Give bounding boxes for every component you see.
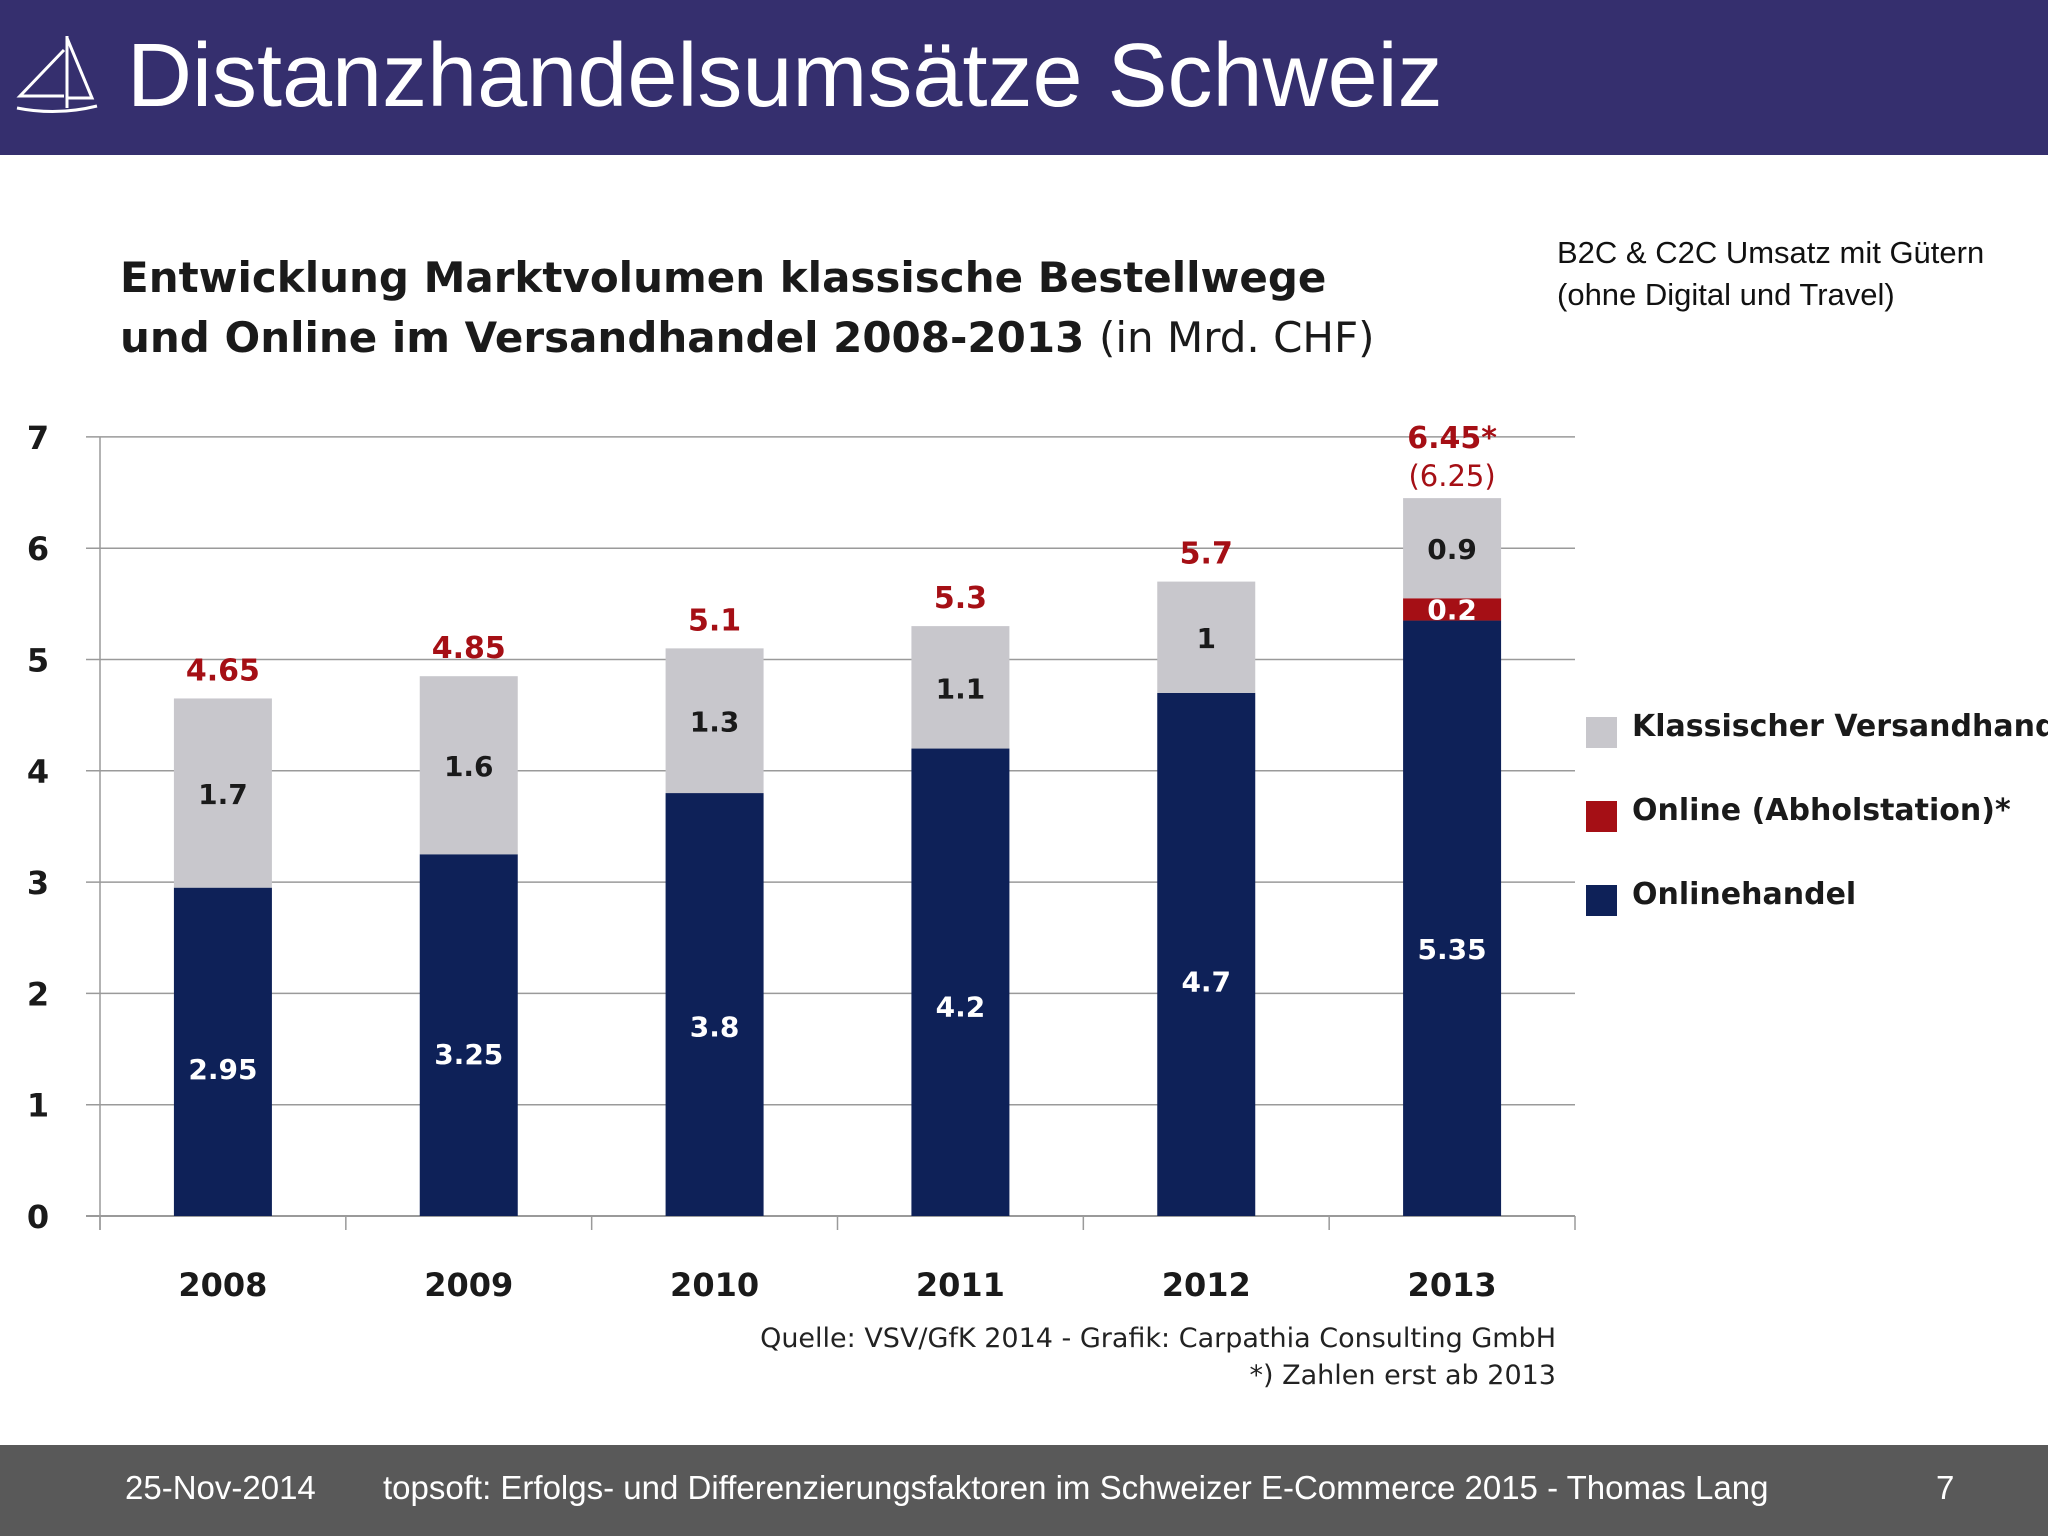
data-label: 1.3 xyxy=(690,706,740,739)
total-label: 4.85 xyxy=(432,631,506,666)
legend-swatch-klassisch xyxy=(1586,717,1617,748)
bar-segment xyxy=(665,648,764,794)
bar-segment xyxy=(1403,598,1502,621)
total-label: 5.7 xyxy=(1180,537,1233,572)
source-line-1: Quelle: VSV/GfK 2014 - Grafik: Carpathia… xyxy=(760,1323,1556,1354)
y-tick-label: 5 xyxy=(27,642,49,680)
scope-note-line-1: B2C & C2C Umsatz mit Gütern xyxy=(1557,235,1985,270)
x-category-label: 2011 xyxy=(916,1266,1005,1304)
source-line-2: *) Zahlen erst ab 2013 xyxy=(1249,1360,1556,1391)
data-label: 3.25 xyxy=(434,1038,503,1071)
chart-source: Quelle: VSV/GfK 2014 - Grafik: Carpathia… xyxy=(760,1320,1556,1394)
bar-segment xyxy=(911,748,1010,1216)
x-category-label: 2010 xyxy=(670,1266,759,1304)
total-label: 4.65 xyxy=(186,653,260,688)
y-tick-label: 4 xyxy=(27,753,49,791)
data-label: 0.9 xyxy=(1427,533,1477,566)
y-tick-label: 3 xyxy=(27,864,49,902)
legend-swatch-abholstation xyxy=(1586,801,1617,832)
legend-label-abholstation: Online (Abholstation)* xyxy=(1632,793,2011,828)
bar-segment xyxy=(1403,620,1502,1216)
slide-header: Distanzhandelsumsätze Schweiz xyxy=(0,0,2048,155)
slide-footer: 25-Nov-2014 topsoft: Erfolgs- und Differ… xyxy=(0,1445,2048,1536)
bar-segment xyxy=(1157,692,1256,1216)
footer-text: topsoft: Erfolgs- und Differenzierungsfa… xyxy=(383,1469,1769,1506)
data-label: 1 xyxy=(1197,622,1216,655)
legend-label-klassisch: Klassischer Versandhandel xyxy=(1632,709,2048,744)
bar-segment xyxy=(173,698,272,888)
data-label: 1.1 xyxy=(936,672,986,705)
data-label: 3.8 xyxy=(690,1011,740,1044)
legend-swatch-onlinehandel xyxy=(1586,885,1617,916)
x-category-label: 2012 xyxy=(1162,1266,1251,1304)
x-category-label: 2013 xyxy=(1408,1266,1497,1304)
y-tick-label: 6 xyxy=(27,530,49,568)
data-label: 1.6 xyxy=(444,750,494,783)
data-label: 2.95 xyxy=(188,1053,257,1086)
y-tick-label: 2 xyxy=(27,975,49,1013)
data-label: 5.35 xyxy=(1418,933,1487,966)
total-label: 5.1 xyxy=(688,603,741,638)
bar-segment xyxy=(1403,498,1502,599)
y-tick-label: 7 xyxy=(27,419,49,457)
data-label: 4.7 xyxy=(1181,966,1231,999)
x-category-label: 2009 xyxy=(424,1266,513,1304)
sailboat-logo-icon xyxy=(16,36,98,114)
total-label-secondary: (6.25) xyxy=(1408,459,1495,493)
page-number: 7 xyxy=(1936,1469,1955,1506)
chart-title: Entwicklung Marktvolumen klassische Best… xyxy=(120,248,1375,368)
bar-segment xyxy=(911,626,1010,749)
bar-segment xyxy=(665,793,764,1216)
legend-label-onlinehandel: Onlinehandel xyxy=(1632,877,1857,912)
data-label: 1.7 xyxy=(198,778,248,811)
total-label: 5.3 xyxy=(934,581,987,616)
footer-date: 25-Nov-2014 xyxy=(125,1469,316,1506)
slide-title: Distanzhandelsumsätze Schweiz xyxy=(127,26,1443,126)
bar-segment xyxy=(419,676,518,855)
chart-title-line-1: Entwicklung Marktvolumen klassische Best… xyxy=(120,253,1327,302)
bar-segment xyxy=(419,854,518,1216)
scope-note-line-2: (ohne Digital und Travel) xyxy=(1557,277,1895,312)
scope-note: B2C & C2C Umsatz mit Gütern (ohne Digita… xyxy=(1557,232,1984,316)
stacked-bar-chart: 0 1 2 3 4 5 6 7 2.95 1.7 4.65 2008 3.25 1.6 4.85 2009 3.… xyxy=(27,419,1576,1304)
y-tick-label: 0 xyxy=(27,1198,49,1236)
y-tick-label: 1 xyxy=(27,1087,49,1125)
chart-title-unit: (in Mrd. CHF) xyxy=(1098,313,1375,362)
data-label: 4.2 xyxy=(936,991,986,1024)
chart-title-line-2: und Online im Versandhandel 2008-2013 (i… xyxy=(120,308,1375,368)
x-category-label: 2008 xyxy=(178,1266,267,1304)
bar-segment xyxy=(173,887,272,1216)
bar-segment xyxy=(1157,581,1256,693)
total-label: 6.45* xyxy=(1407,421,1497,456)
data-label: 0.2 xyxy=(1427,593,1477,626)
chart-title-line-2-bold: und Online im Versandhandel 2008-2013 xyxy=(120,313,1085,362)
